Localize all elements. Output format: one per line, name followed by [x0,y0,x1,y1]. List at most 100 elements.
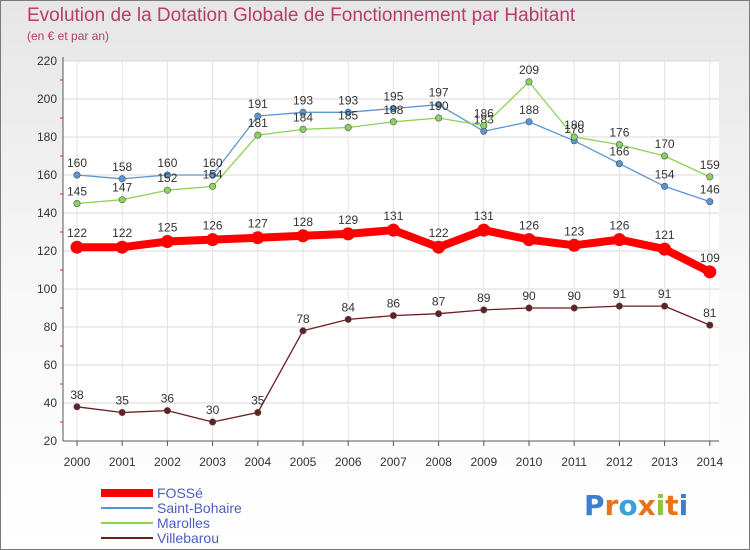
data-point [706,321,714,329]
data-point [661,302,669,310]
data-point [661,182,669,190]
data-label: 183 [474,112,494,126]
data-label: 126 [519,219,539,233]
data-label: 176 [609,126,629,140]
data-point [480,122,488,130]
x-tick-label: 2008 [425,455,452,469]
data-label: 86 [387,297,401,311]
data-label: 122 [429,226,449,240]
data-label: 178 [564,122,584,136]
data-point [706,198,714,206]
y-tick-label: 80 [44,320,58,334]
data-point [206,233,220,247]
data-point [706,173,714,181]
data-label: 30 [206,403,220,417]
data-label: 131 [474,209,494,223]
data-point [299,108,307,116]
data-label: 186 [474,107,494,121]
y-tick-label: 120 [37,244,57,258]
data-point [163,407,171,415]
data-label: 193 [338,93,358,107]
legend-item: Saint-Bohaire [101,500,242,516]
data-point [344,124,352,132]
data-label: 35 [116,394,130,408]
legend-label: Villebarou [157,529,220,546]
data-point [209,182,217,190]
data-point [386,223,400,237]
data-label: 160 [67,156,87,170]
data-label: 123 [564,224,584,238]
x-tick-label: 2005 [290,455,317,469]
data-label: 184 [293,110,313,124]
data-point [525,118,533,126]
data-point [703,265,717,279]
data-point [435,101,443,109]
x-tick-label: 2009 [470,455,497,469]
data-label: 91 [613,287,627,301]
y-tick-label: 220 [37,54,57,68]
legend-swatch [101,488,153,497]
data-point [73,403,81,411]
data-point [341,227,355,241]
data-label: 81 [703,306,717,320]
data-label: 180 [564,118,584,132]
data-label: 159 [700,158,720,172]
x-tick-label: 2001 [109,455,136,469]
data-label: 154 [655,167,675,181]
x-tick-label: 2007 [380,455,407,469]
data-label: 145 [67,185,87,199]
y-tick-label: 40 [44,396,58,410]
y-tick-label: 20 [44,434,58,448]
data-label: 190 [429,99,449,113]
data-point [661,152,669,160]
data-point [658,242,672,256]
data-label: 87 [432,295,446,309]
data-label: 84 [342,300,356,314]
x-tick-label: 2011 [561,455,587,469]
data-label: 160 [203,156,223,170]
data-point [477,223,491,237]
data-point [209,171,217,179]
legend: FOSSé Saint-Bohaire Marolles Villebarou [101,485,242,546]
data-point [344,108,352,116]
data-point [299,327,307,335]
data-label: 188 [519,103,539,117]
data-label: 152 [157,171,177,185]
data-label: 191 [248,97,268,111]
data-point [251,231,265,245]
data-label: 78 [296,312,310,326]
data-label: 91 [658,287,672,301]
legend-item: FOSSé [101,485,242,501]
data-label: 126 [203,219,223,233]
data-point [435,114,443,122]
x-tick-label: 2013 [651,455,678,469]
y-tick-label: 140 [37,206,57,220]
legend-swatch [101,536,153,539]
data-point [615,160,623,168]
data-point [254,112,262,120]
data-label: 128 [293,215,313,229]
data-point [209,418,217,426]
data-point [567,238,581,252]
data-label: 36 [161,392,175,406]
data-label: 181 [248,116,268,130]
data-label: 188 [383,103,403,117]
y-tick-label: 160 [37,168,57,182]
legend-item: Villebarou [101,529,242,546]
data-label: 109 [700,251,720,265]
data-label: 122 [112,226,132,240]
x-tick-label: 2014 [696,455,723,469]
x-tick-label: 2003 [199,455,226,469]
data-point [254,131,262,139]
data-label: 146 [700,183,720,197]
legend-label: Marolles [157,514,210,531]
data-point [570,133,578,141]
data-label: 195 [383,90,403,104]
data-point [70,240,84,254]
data-label: 160 [157,156,177,170]
data-point [525,78,533,86]
data-label: 38 [70,388,84,402]
data-label: 147 [112,181,132,195]
